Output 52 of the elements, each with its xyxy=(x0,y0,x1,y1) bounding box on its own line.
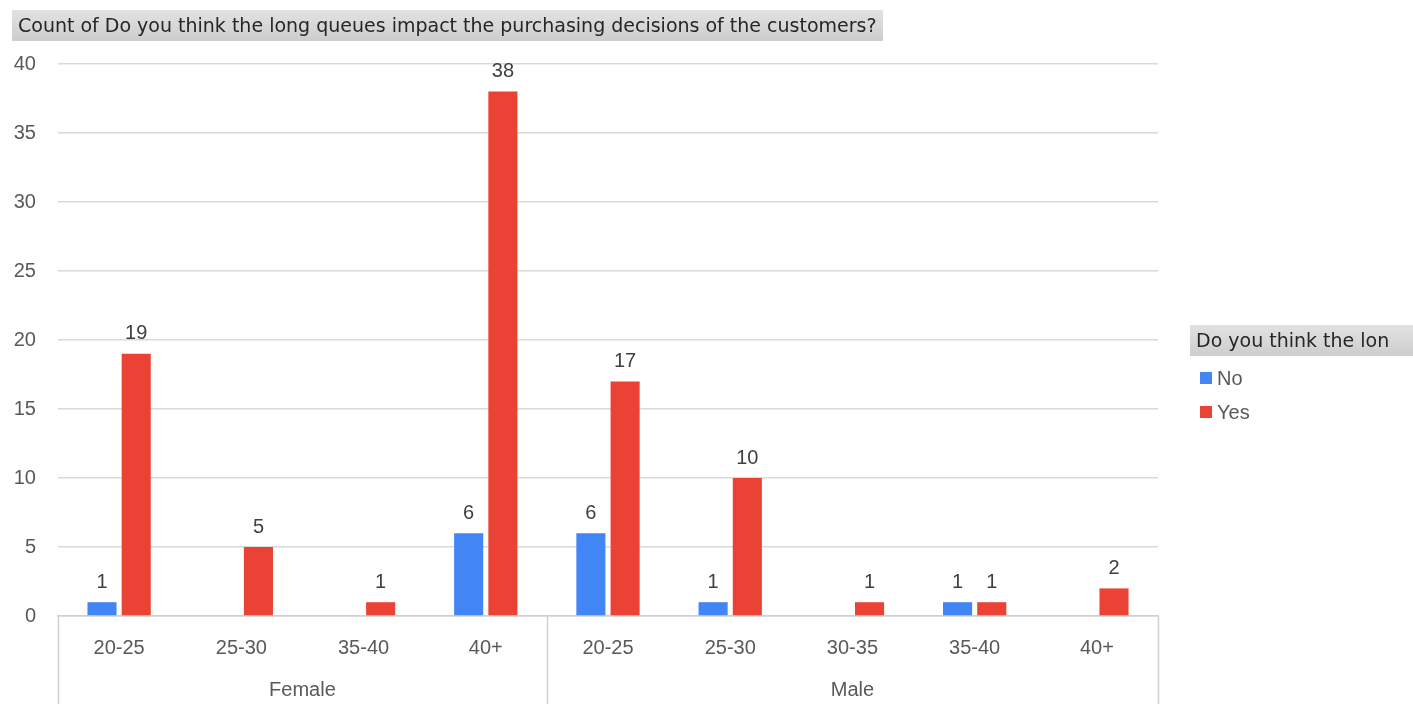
chart-title: Count of Do you think the long queues impact the purchasing decisions of the customers? xyxy=(12,10,883,41)
bar xyxy=(732,478,762,616)
y-tick-label: 25 xyxy=(13,258,36,281)
legend-label: No xyxy=(1217,366,1243,390)
x-tick-label: 30-35 xyxy=(826,635,879,658)
bar xyxy=(610,381,640,616)
bar xyxy=(698,602,728,616)
bar xyxy=(943,602,973,616)
data-label: 10 xyxy=(736,445,759,468)
bar xyxy=(454,533,484,616)
x-tick-label: 40+ xyxy=(1079,635,1114,658)
data-label: 1 xyxy=(863,569,876,592)
bar xyxy=(243,547,273,616)
data-label: 1 xyxy=(951,569,964,592)
y-tick-label: 5 xyxy=(24,534,36,557)
y-tick-label: 0 xyxy=(24,603,36,626)
data-label: 1 xyxy=(986,569,998,592)
data-label: 1 xyxy=(375,569,387,592)
text: Female xyxy=(269,677,336,700)
bar xyxy=(488,91,518,616)
x-tick-label: 25-30 xyxy=(704,635,756,658)
bar xyxy=(977,602,1007,616)
data-label: 38 xyxy=(491,59,515,82)
y-tick-label: 30 xyxy=(13,189,36,212)
text: Male xyxy=(830,677,875,700)
bar xyxy=(1099,588,1129,616)
x-tick-label: 40+ xyxy=(468,635,503,658)
legend-label: Yes xyxy=(1217,400,1250,424)
bar xyxy=(366,602,396,616)
data-label: 19 xyxy=(125,321,148,344)
x-tick-label: 25-30 xyxy=(215,635,267,658)
bar xyxy=(576,533,606,616)
x-tick-label: 20-25 xyxy=(93,635,145,658)
data-label: 17 xyxy=(613,348,637,371)
x-tick-label: 35-40 xyxy=(949,635,1001,658)
y-tick-label: 10 xyxy=(13,465,36,488)
data-label: 6 xyxy=(463,500,475,523)
x-tick-label: 20-25 xyxy=(582,635,634,658)
y-tick-label: 35 xyxy=(13,120,36,143)
bar xyxy=(87,602,117,616)
data-label: 5 xyxy=(252,514,265,537)
data-label: 1 xyxy=(707,569,719,592)
y-tick-label: 15 xyxy=(13,396,36,419)
legend-title: Do you think the lon xyxy=(1190,325,1413,356)
y-tick-label: 20 xyxy=(13,327,36,350)
bar xyxy=(855,602,885,616)
bar xyxy=(121,353,151,616)
data-label: 1 xyxy=(96,569,108,592)
data-label: 2 xyxy=(1108,555,1120,578)
data-label: 6 xyxy=(585,500,597,523)
x-tick-label: 35-40 xyxy=(337,635,390,658)
y-tick-label: 40 xyxy=(13,51,36,74)
